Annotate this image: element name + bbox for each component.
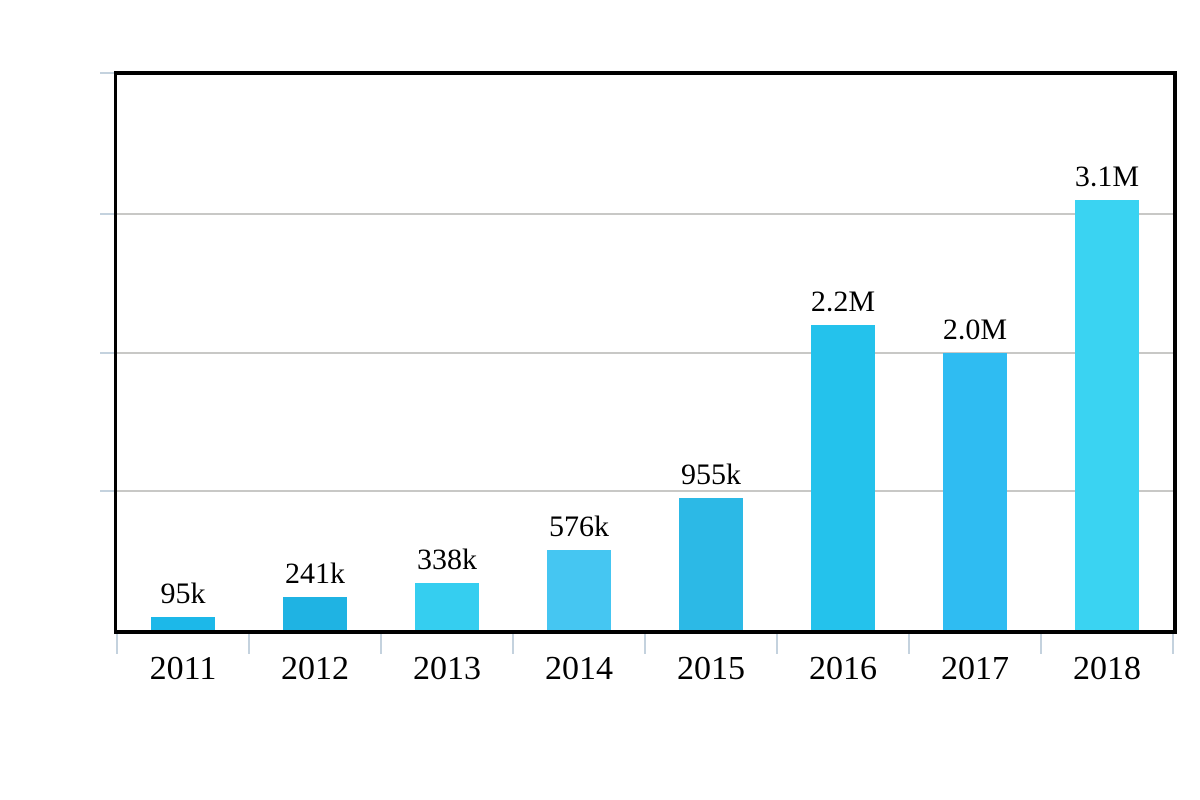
bar-value-label-2015: 955k (681, 457, 741, 491)
gridline-3M (117, 212, 1173, 215)
bar-value-label-2013: 338k (417, 543, 477, 577)
x-axis-label-2014: 2014 (545, 650, 613, 687)
x-axis-tick (1172, 634, 1174, 654)
x-axis-tick (644, 634, 646, 654)
y-axis-tick-4M (100, 72, 114, 74)
x-axis-label-2011: 2011 (149, 650, 217, 687)
x-axis-tick (116, 634, 118, 654)
x-axis-label-2018: 2018 (1073, 650, 1141, 687)
gridline-1M (117, 490, 1173, 493)
bar-2013 (415, 583, 479, 630)
bar-value-label-2017: 2.0M (942, 312, 1008, 346)
bar-2016 (811, 324, 875, 630)
x-axis-label-2015: 2015 (677, 650, 745, 687)
bar-value-label-2012: 241k (285, 556, 345, 590)
bar-2015 (679, 497, 743, 630)
bar-value-label-2016: 2.2M (810, 284, 876, 318)
x-axis-tick (380, 634, 382, 654)
x-axis-label-2016: 2016 (809, 650, 877, 687)
x-axis-tick (1040, 634, 1042, 654)
bar-value-label-2018: 3.1M (1074, 159, 1140, 193)
bar-2012 (283, 596, 347, 630)
x-axis-label-2013: 2013 (413, 650, 481, 687)
bar-2011 (151, 616, 215, 630)
gridline-2M (117, 351, 1173, 354)
bar-2018 (1075, 199, 1139, 630)
y-axis-tick-2M (100, 351, 114, 354)
plot-area: 95k 241k 338k 576k 955k 2.2M 2.0M 3.1M (114, 71, 1177, 634)
x-axis-tick (908, 634, 910, 654)
bar-value-label-2011: 95k (160, 576, 206, 610)
x-axis-tick (776, 634, 778, 654)
bar-2017 (943, 352, 1007, 630)
bar-2014 (547, 550, 611, 630)
x-axis-label-2017: 2017 (941, 650, 1009, 687)
x-axis-tick (512, 634, 514, 654)
y-axis-tick-3M (100, 212, 114, 215)
x-axis-tick (248, 634, 250, 654)
y-axis-tick-1M (100, 490, 114, 493)
bar-value-label-2014: 576k (549, 510, 609, 544)
x-axis-label-2012: 2012 (281, 650, 349, 687)
